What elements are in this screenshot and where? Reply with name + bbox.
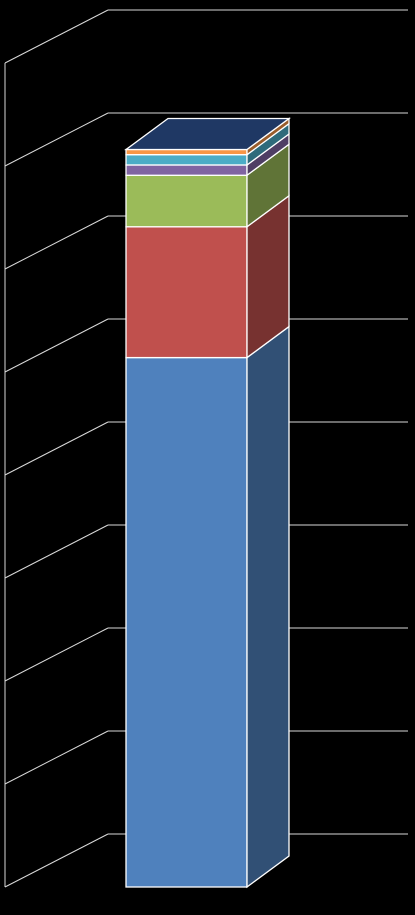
gridline-side-4 — [4, 421, 109, 476]
gridline-side-7 — [4, 112, 109, 167]
bar-segment-1 — [125, 325, 290, 889]
gridline-side-3 — [4, 524, 109, 579]
bar-top-cap — [124, 117, 291, 151]
gridline-side-1 — [4, 730, 109, 785]
bar-front-6 — [125, 148, 248, 156]
bar-front-4 — [125, 164, 248, 176]
gridline-side-6 — [4, 215, 109, 270]
bar-front-2 — [125, 226, 248, 359]
bar-segment-3 — [125, 142, 290, 229]
bar-front-5 — [125, 154, 248, 166]
gridline-side-0 — [4, 833, 109, 888]
gridline-side-5 — [4, 318, 109, 373]
gridline-side-8 — [4, 9, 109, 64]
gridline-side-2 — [4, 627, 109, 682]
bar-front-1 — [125, 356, 248, 888]
bar-front-3 — [125, 174, 248, 228]
stacked-column — [124, 117, 291, 889]
bar-side-1 — [246, 325, 290, 889]
